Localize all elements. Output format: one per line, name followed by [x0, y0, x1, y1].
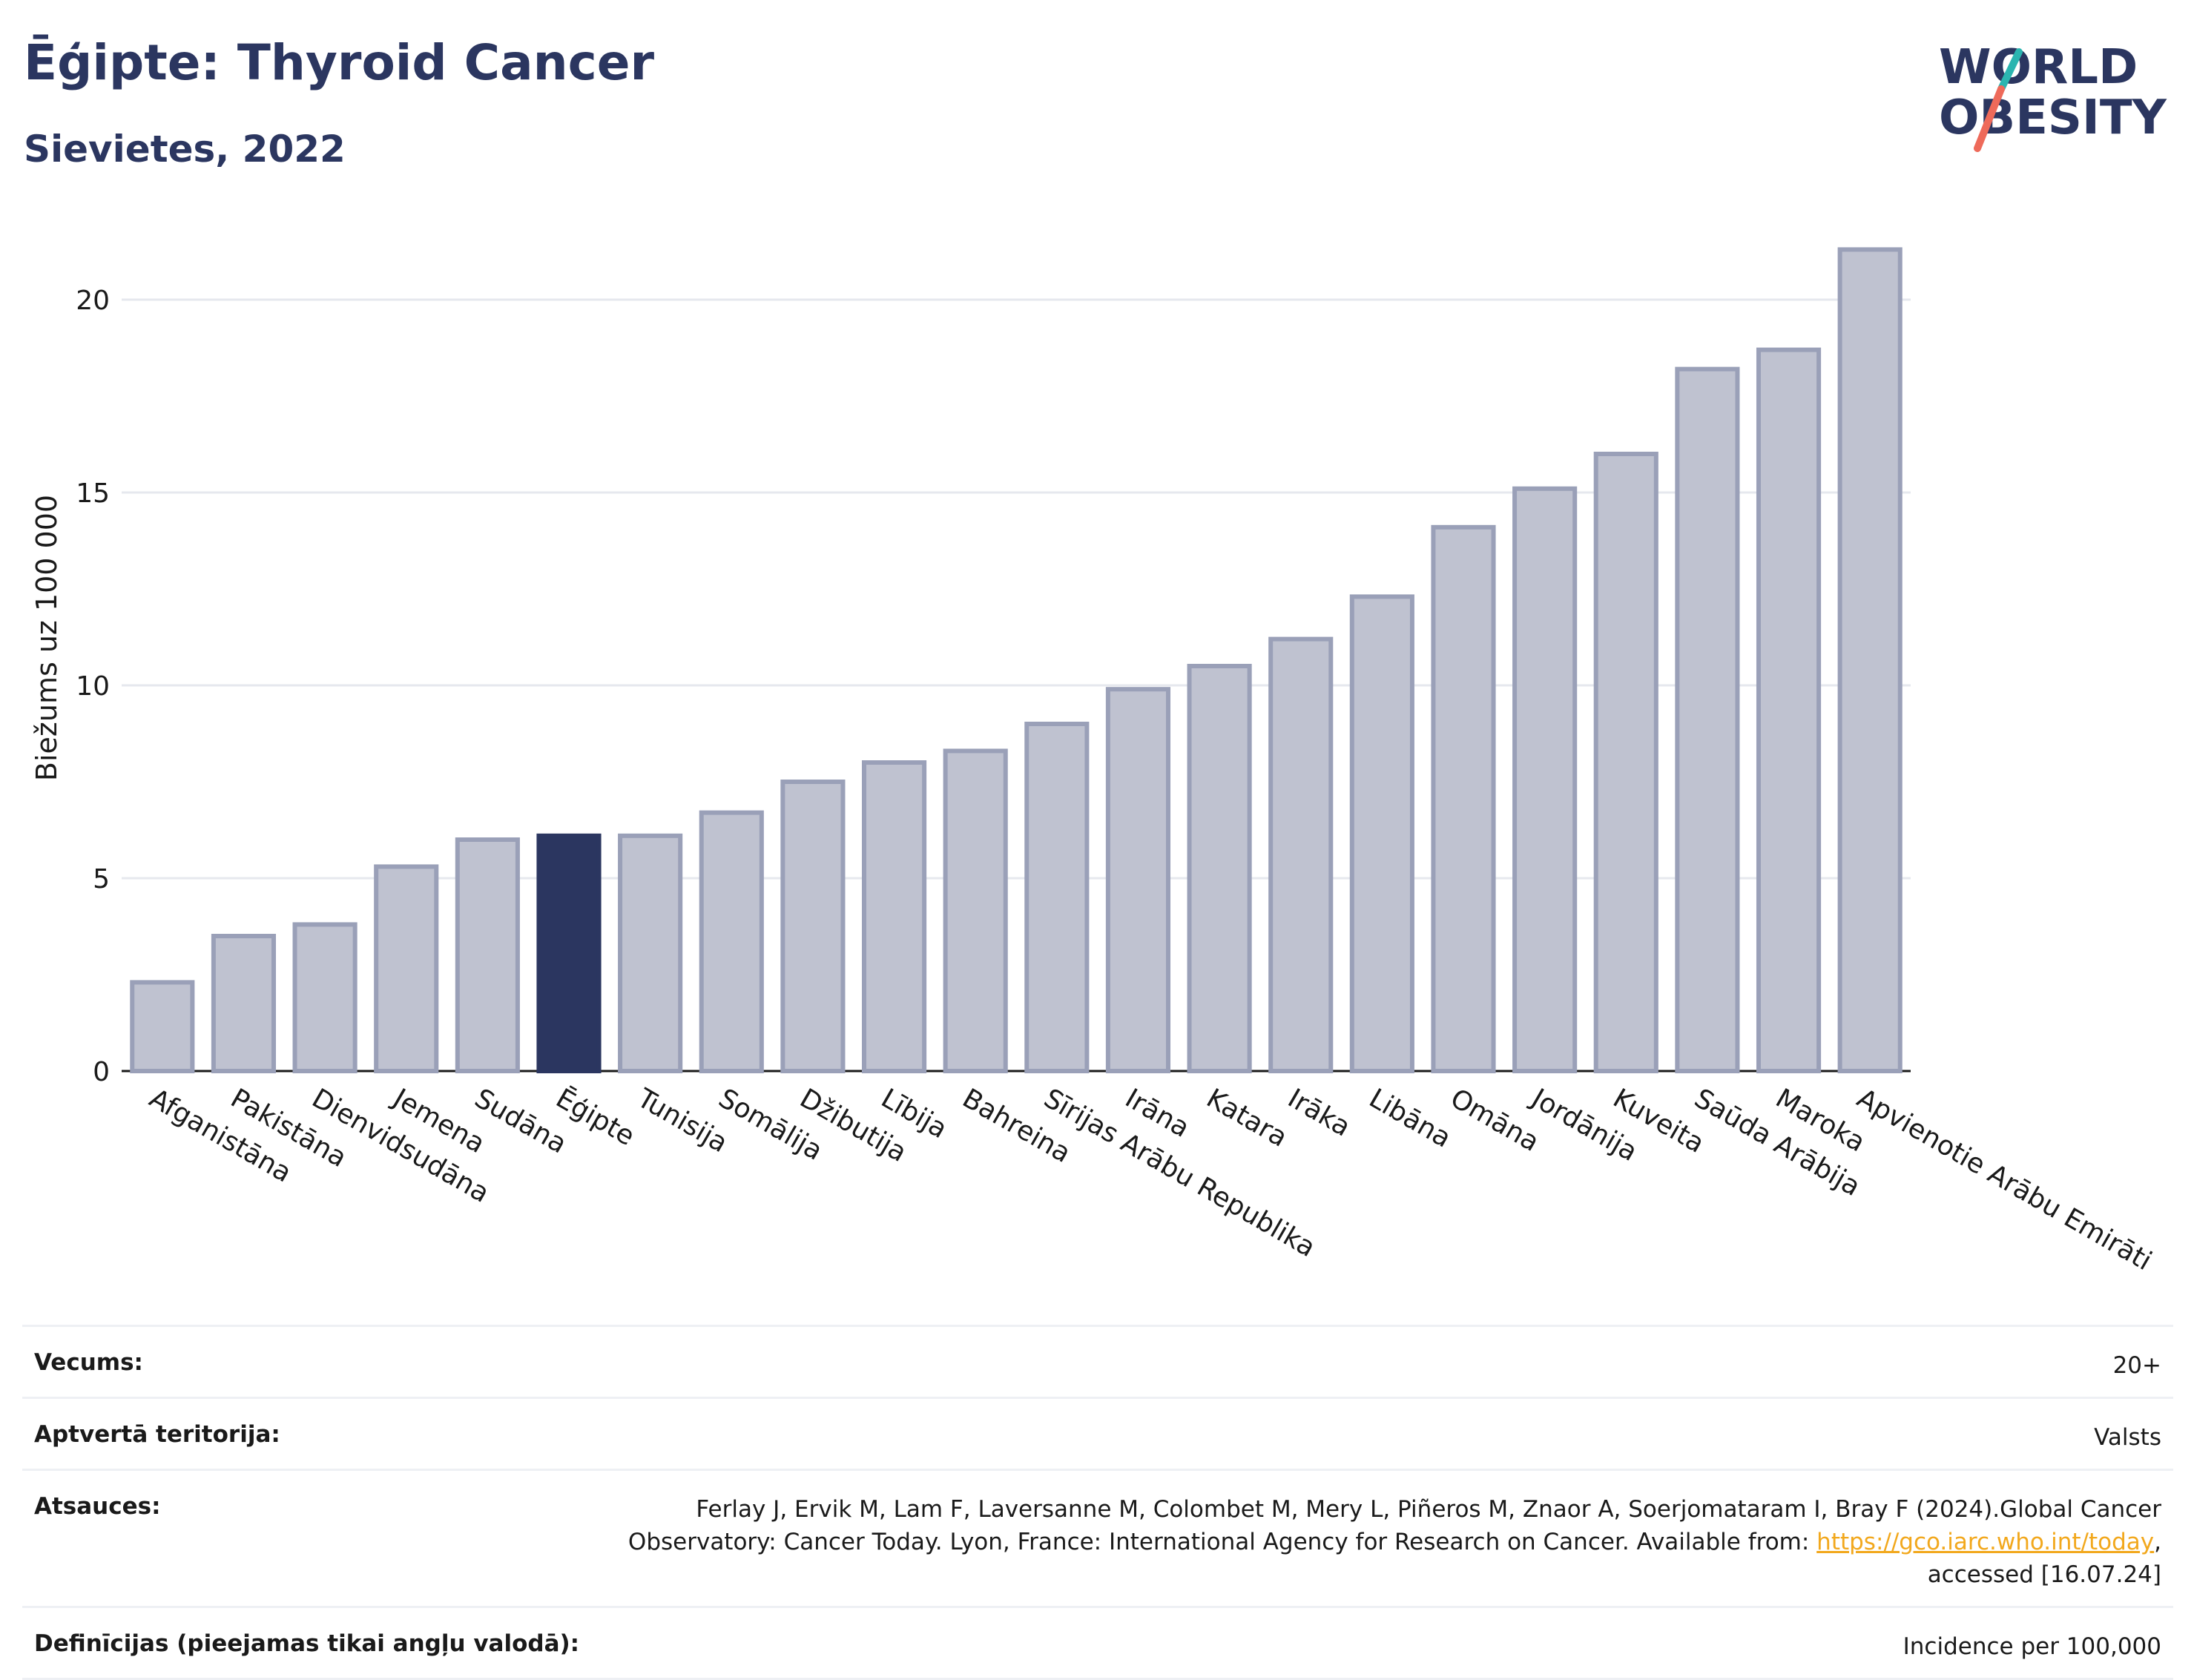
definitions-value: Incidence per 100,000	[1903, 1633, 2161, 1660]
x-tick-label: Libāna	[1364, 1083, 1456, 1153]
bar-6	[536, 833, 602, 1074]
bar-2	[211, 934, 277, 1073]
logo-slash-teal	[1997, 48, 2023, 93]
bar-9	[780, 780, 846, 1073]
definitions-label: Definīcijas (pieejamas tikai angļu valod…	[34, 1630, 580, 1657]
y-tick-label: 10	[76, 671, 110, 702]
bar-12	[1024, 722, 1090, 1073]
bar-14	[1187, 664, 1252, 1073]
bar-20	[1675, 366, 1740, 1074]
references-label: Atsauces:	[34, 1493, 161, 1520]
age-label: Vecums:	[34, 1349, 143, 1376]
info-row-references: Atsauces: Ferlay J, Ervik M, Lam F, Lave…	[22, 1469, 2173, 1606]
bar-chart: 0 5 10 15 20 AfganistānaPakistānaDienvidsudā…	[30, 247, 2157, 1277]
y-tick-label: 5	[93, 864, 110, 895]
y-tick-label: 0	[93, 1057, 110, 1087]
bar-17	[1431, 524, 1496, 1073]
references-accessed: , accessed [16.07.24]	[1927, 1529, 2161, 1588]
y-axis-label: Biežums uz 100 000	[30, 495, 63, 781]
x-tick-label: Omāna	[1446, 1083, 1544, 1158]
info-table: Vecums: 20+ Aptvertā teritorija: Valsts …	[22, 1325, 2173, 1680]
info-row-area: Aptvertā teritorija: Valsts	[22, 1397, 2173, 1469]
y-tick-label: 15	[76, 478, 110, 509]
bar-5	[455, 837, 520, 1073]
x-tick-label: Tunisija	[631, 1083, 733, 1159]
chart-subtitle: Sievietes, 2022	[24, 128, 346, 171]
logo-word-obesity: OBESITY	[1939, 90, 2167, 145]
area-label: Aptvertā teritorija:	[34, 1421, 280, 1448]
x-tick-label: Apvienotie Arābu Emirāti	[1852, 1083, 2157, 1277]
references-link[interactable]: https://gco.iarc.who.int/today	[1816, 1529, 2155, 1555]
references-value: Ferlay J, Ervik M, Lam F, Laversanne M, …	[604, 1493, 2161, 1591]
references-text: Ferlay J, Ervik M, Lam F, Laversanne M, …	[627, 1496, 2161, 1555]
bars	[130, 247, 1903, 1074]
bar-8	[699, 810, 764, 1073]
age-value: 20+	[2112, 1352, 2161, 1379]
x-axis-labels: AfganistānaPakistānaDienvidsudānaJemenaS…	[144, 1082, 2156, 1277]
bar-13	[1105, 687, 1171, 1073]
world-obesity-logo: WORLD OBESITY	[1939, 40, 2167, 152]
x-tick-label: Irāka	[1282, 1083, 1355, 1142]
bar-3	[292, 922, 358, 1074]
bar-16	[1349, 594, 1414, 1073]
bar-1	[130, 980, 195, 1074]
bar-7	[618, 833, 683, 1074]
logo-slash-coral	[1974, 85, 2005, 152]
bar-21	[1756, 347, 1822, 1074]
chart-title: Ēģipte: Thyroid Cancer	[24, 34, 655, 91]
logo-word-world: WORLD	[1939, 40, 2138, 95]
y-tick-label: 20	[76, 286, 110, 316]
x-tick-label: Sudāna	[470, 1083, 572, 1159]
bar-4	[374, 864, 439, 1074]
bar-11	[943, 748, 1008, 1074]
bar-15	[1268, 636, 1334, 1073]
area-value: Valsts	[2094, 1424, 2161, 1451]
bar-19	[1593, 452, 1658, 1073]
bar-22	[1837, 247, 1903, 1073]
bar-18	[1512, 486, 1578, 1073]
x-tick-label: Katara	[1202, 1083, 1293, 1153]
info-row-age: Vecums: 20+	[22, 1325, 2173, 1397]
info-row-definitions: Definīcijas (pieejamas tikai angļu valod…	[22, 1606, 2173, 1680]
bar-10	[861, 760, 927, 1073]
